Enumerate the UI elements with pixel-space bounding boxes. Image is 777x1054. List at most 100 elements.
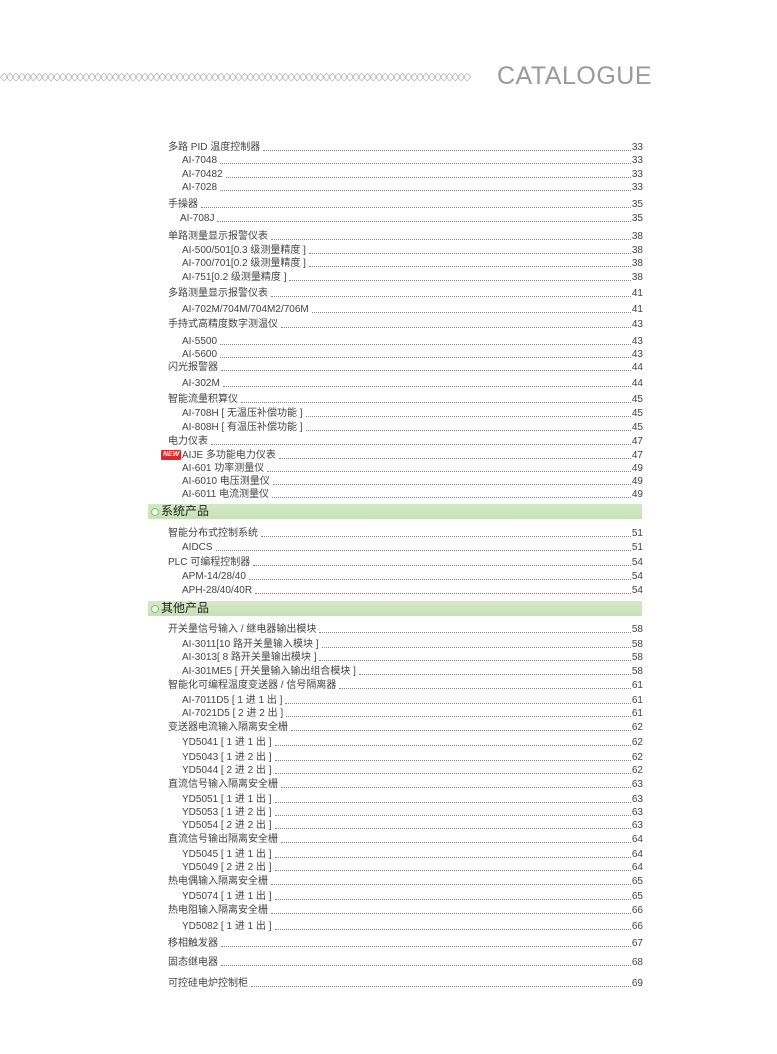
toc-entry[interactable]: YD5074 [ 1 进 1 出 ] 65 bbox=[182, 890, 643, 903]
toc-entry[interactable]: 单路测量显示报警仪表 38 bbox=[168, 230, 643, 243]
toc-page-number: 38 bbox=[631, 258, 643, 269]
toc-entry[interactable]: YD5041 [ 1 进 1 出 ] 62 bbox=[182, 736, 643, 749]
toc-entry[interactable]: AI-5500 43 bbox=[182, 335, 643, 348]
dot-leader bbox=[281, 787, 631, 788]
dot-leader bbox=[241, 402, 631, 403]
toc-entry[interactable]: 变送器电流输入隔离安全栅 62 bbox=[168, 721, 643, 734]
toc-entry-label: 智能流量积算仪 bbox=[168, 394, 238, 405]
toc-page-number: 58 bbox=[631, 666, 643, 677]
toc-entry[interactable]: 直流信号输出隔离安全栅 64 bbox=[168, 833, 643, 846]
toc-entry[interactable]: AI-6010 电压测量仪 49 bbox=[182, 475, 643, 488]
dot-leader bbox=[281, 842, 631, 843]
toc-entry[interactable]: AI-301ME5 [ 开关量输入输出组合模块 ] 58 bbox=[182, 665, 643, 678]
toc-entry[interactable]: YD5049 [ 2 进 2 出 ] 64 bbox=[182, 861, 643, 874]
toc-entry[interactable]: AI-808H [ 有温压补偿功能 ] 45 bbox=[182, 421, 643, 434]
toc-entry[interactable]: 智能流量积算仪 45 bbox=[168, 393, 643, 406]
toc-entry[interactable]: AI-5600 43 bbox=[182, 348, 643, 361]
toc-entry[interactable]: YD5045 [ 1 进 1 出 ] 64 bbox=[182, 848, 643, 861]
toc-entry[interactable]: AI-708H [ 无温压补偿功能 ] 45 bbox=[182, 407, 643, 420]
toc-entry[interactable]: 固态继电器 68 bbox=[168, 956, 643, 969]
toc-entry-label: YD5074 [ 1 进 1 出 ] bbox=[182, 891, 272, 902]
toc-entry-label: APM-14/28/40 bbox=[182, 571, 246, 582]
dot-leader bbox=[221, 946, 631, 947]
toc-entry-label: AIJE 多功能电力仪表 bbox=[182, 450, 276, 461]
toc-page-number: 68 bbox=[631, 957, 643, 968]
toc-entry[interactable]: YD5043 [ 1 进 2 出 ] 62 bbox=[182, 751, 643, 764]
toc-entry[interactable]: AIJE 多功能电力仪表 47 bbox=[182, 449, 643, 462]
toc-entry[interactable]: 电力仪表 47 bbox=[168, 435, 643, 448]
toc-entry-label: 多路 PID 温度控制器 bbox=[168, 142, 261, 153]
toc-entry[interactable]: 智能化可编程温度变送器 / 信号隔离器 61 bbox=[168, 679, 643, 692]
toc-entry[interactable]: AI-708J 35 bbox=[180, 212, 643, 225]
toc-entry[interactable]: AI-70482 33 bbox=[182, 168, 643, 181]
toc-entry[interactable]: YD5054 [ 2 进 2 出 ] 63 bbox=[182, 819, 643, 832]
toc-entry-label: 热电阻输入隔离安全栅 bbox=[168, 905, 268, 916]
toc-entry-label: AI-6011 电流测量仪 bbox=[182, 489, 270, 500]
toc-entry[interactable]: APH-28/40/40R 54 bbox=[182, 584, 643, 597]
toc-page-number: 66 bbox=[631, 921, 643, 932]
diamond-chain-icon: ◇◇◇◇◇◇◇◇◇◇◇◇◇◇◇◇◇◇◇◇◇◇◇◇◇◇◇◇◇◇◇◇◇◇◇◇◇◇◇◇… bbox=[0, 70, 471, 83]
dot-leader bbox=[305, 430, 631, 431]
toc-entry-label: 手操器 bbox=[168, 199, 198, 210]
toc-page-number: 65 bbox=[631, 876, 643, 887]
toc-entry[interactable]: AI-3011[10 路开关量输入模块 ] 58 bbox=[182, 638, 643, 651]
dot-leader bbox=[221, 370, 631, 371]
toc-page-number: 44 bbox=[631, 362, 643, 373]
toc-entry-label: AI-500/501[0.3 级测量精度 ] bbox=[182, 245, 306, 256]
toc-page-number: 41 bbox=[631, 288, 643, 299]
toc-entry[interactable]: 热电偶输入隔离安全栅 65 bbox=[168, 875, 643, 888]
toc-page-number: 62 bbox=[631, 737, 643, 748]
toc-entry[interactable]: 多路 PID 温度控制器 33 bbox=[168, 141, 643, 154]
toc-entry-label: YD5051 [ 1 进 1 出 ] bbox=[182, 794, 272, 805]
dot-leader bbox=[285, 703, 631, 704]
toc-page-number: 65 bbox=[631, 891, 643, 902]
dot-leader bbox=[272, 497, 631, 498]
toc-entry[interactable]: APM-14/28/40 54 bbox=[182, 570, 643, 583]
toc-page-number: 44 bbox=[631, 378, 643, 389]
toc-entry[interactable]: YD5044 [ 2 进 2 出 ] 62 bbox=[182, 764, 643, 777]
toc-entry[interactable]: YD5051 [ 1 进 1 出 ] 63 bbox=[182, 793, 643, 806]
toc-page-number: 33 bbox=[631, 142, 643, 153]
toc-entry[interactable]: 闪光报警器 44 bbox=[168, 361, 643, 374]
toc-entry[interactable]: AI-700/701[0.2 级测量精度 ] 38 bbox=[182, 257, 643, 270]
dot-leader bbox=[220, 190, 631, 191]
toc-entry[interactable]: AI-302M 44 bbox=[182, 377, 643, 390]
toc-entry[interactable]: 热电阻输入隔离安全栅 66 bbox=[168, 904, 643, 917]
toc-entry[interactable]: 手操器 35 bbox=[168, 198, 643, 211]
toc-entry-label: 固态继电器 bbox=[168, 957, 218, 968]
toc-entry[interactable]: YD5053 [ 1 进 2 出 ] 63 bbox=[182, 806, 643, 819]
toc-entry-label: AI-301ME5 [ 开关量输入输出组合模块 ] bbox=[182, 666, 356, 677]
dot-leader bbox=[220, 344, 631, 345]
toc-entry-label: AI-7048 bbox=[182, 155, 218, 166]
toc-entry[interactable]: AI-751[0.2 级测量精度 ] 38 bbox=[182, 271, 643, 284]
toc-entry[interactable]: YD5082 [ 1 进 1 出 ] 66 bbox=[182, 920, 643, 933]
toc-entry[interactable]: AI-601 功率测量仪 49 bbox=[182, 462, 643, 475]
toc-entry[interactable]: AI-7011D5 [ 1 进 1 出 ] 61 bbox=[182, 694, 643, 707]
toc-entry-label: AI-3011[10 路开关量输入模块 ] bbox=[182, 639, 319, 650]
toc-entry[interactable]: 移相触发器 67 bbox=[168, 937, 643, 950]
toc-entry[interactable]: AI-7021D5 [ 2 进 2 出 ] 61 bbox=[182, 707, 643, 720]
toc-entry[interactable]: PLC 可编程控制器 54 bbox=[168, 556, 643, 569]
toc-entry[interactable]: 多路测量显示报警仪表 41 bbox=[168, 287, 643, 300]
toc-entry[interactable]: AI-3013[ 8 路开关量输出模块 ] 58 bbox=[182, 651, 643, 664]
toc-entry-label: AI-302M bbox=[182, 378, 220, 389]
toc-entry[interactable]: AI-7048 33 bbox=[182, 154, 643, 167]
toc-entry[interactable]: AI-7028 33 bbox=[182, 181, 643, 194]
dot-leader bbox=[215, 550, 631, 551]
toc-entry[interactable]: 智能分布式控制系统 51 bbox=[168, 527, 643, 540]
section-title: 系统产品 bbox=[161, 504, 210, 518]
toc-entry[interactable]: 直流信号输入隔离安全栅 63 bbox=[168, 778, 643, 791]
toc-entry[interactable]: 手持式高精度数字测温仪 43 bbox=[168, 318, 643, 331]
dot-leader bbox=[274, 745, 631, 746]
toc-entry[interactable]: 可控硅电炉控制柜 69 bbox=[168, 977, 643, 990]
toc-entry-label: 移相触发器 bbox=[168, 938, 218, 949]
toc-entry[interactable]: AI-500/501[0.3 级测量精度 ] 38 bbox=[182, 244, 643, 257]
toc-entry[interactable]: AIDCS 51 bbox=[182, 541, 643, 554]
toc-page-number: 62 bbox=[631, 765, 643, 776]
toc-entry[interactable]: AI-6011 电流测量仪 49 bbox=[182, 488, 643, 501]
toc-entry[interactable]: 开关量信号输入 / 继电器输出模块 58 bbox=[168, 623, 643, 636]
toc-page-number: 64 bbox=[631, 834, 643, 845]
toc-entry[interactable]: AI-702M/704M/704M2/706M 41 bbox=[182, 303, 643, 316]
toc-entry-label: APH-28/40/40R bbox=[182, 585, 253, 596]
toc-entry-label: AI-5600 bbox=[182, 349, 218, 360]
